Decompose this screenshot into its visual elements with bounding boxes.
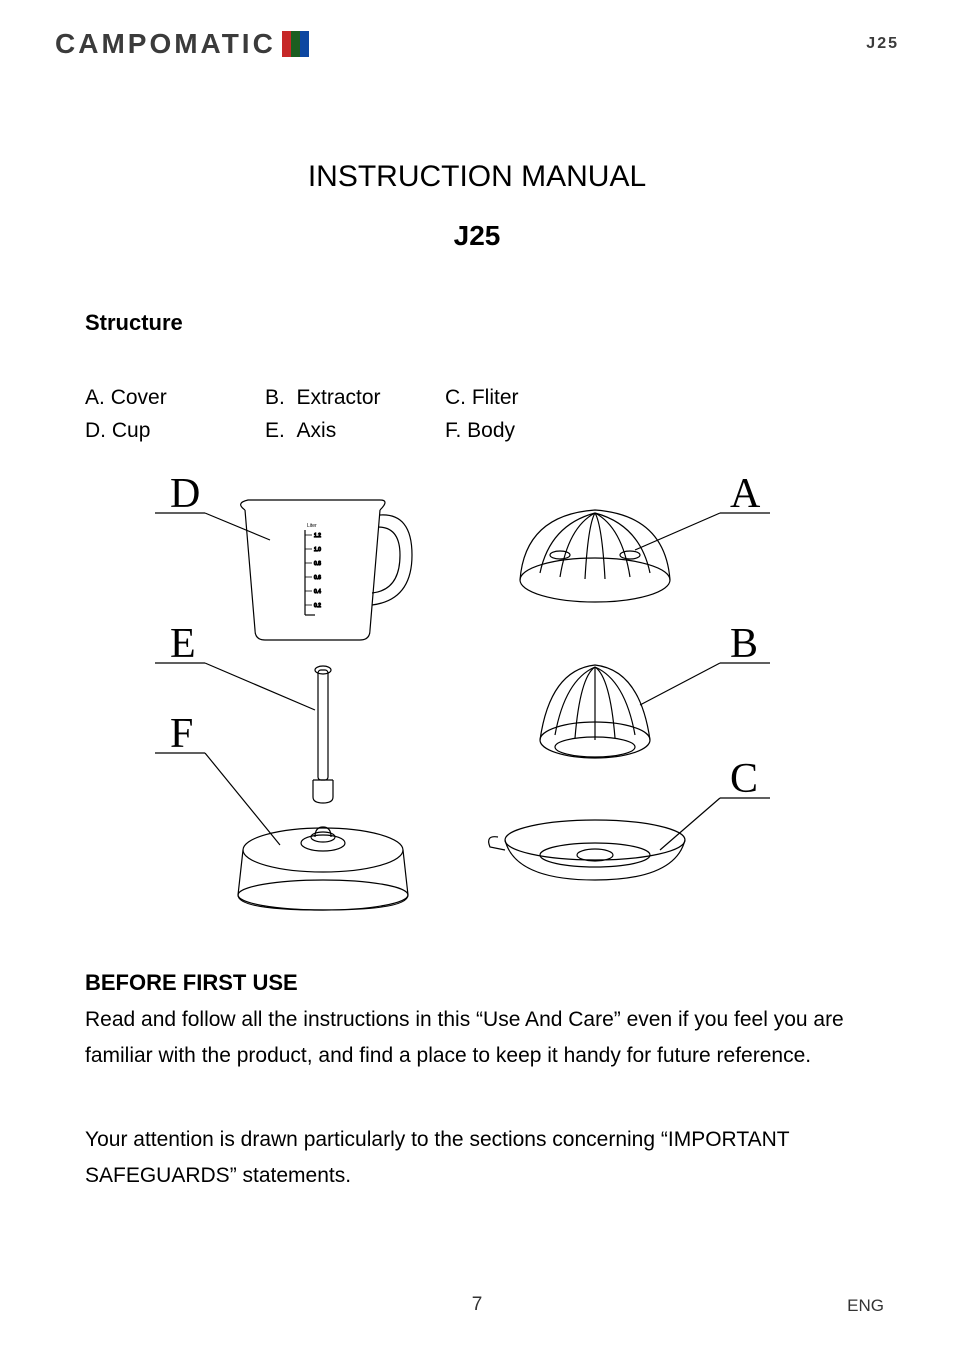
svg-text:0.2: 0.2 <box>314 603 321 609</box>
svg-text:1.0: 1.0 <box>314 547 321 553</box>
diagram-label-f: F <box>170 710 193 758</box>
page-number: 7 <box>0 1294 954 1316</box>
diagram-label-a: A <box>730 470 760 518</box>
diagram-label-e: E <box>170 620 196 668</box>
parts-row-2: D. Cup E. Axis F. Body <box>85 415 625 448</box>
parts-list: A. Cover B. Extractor C. Fliter D. Cup E… <box>85 382 625 447</box>
brand-text: CAMPOMATIC <box>55 28 276 60</box>
svg-text:0.6: 0.6 <box>314 575 321 581</box>
model-code-header: J25 <box>866 35 899 53</box>
svg-text:0.8: 0.8 <box>314 561 321 567</box>
brand-flag-icon <box>282 31 309 57</box>
part-c: C. Fliter <box>445 382 625 415</box>
parts-row-1: A. Cover B. Extractor C. Fliter <box>85 382 625 415</box>
part-e: E. Axis <box>265 415 445 448</box>
page-header: CAMPOMATIC J25 <box>55 28 899 60</box>
document-title: INSTRUCTION MANUAL <box>0 160 954 194</box>
part-f: F. Body <box>445 415 625 448</box>
svg-text:0.4: 0.4 <box>314 589 321 595</box>
diagram-label-b: B <box>730 620 758 668</box>
before-first-use-heading: BEFORE FIRST USE <box>85 970 298 996</box>
part-b: B. Extractor <box>265 382 445 415</box>
paragraph-1: Read and follow all the instructions in … <box>85 1002 869 1073</box>
diagram-label-d: D <box>170 470 200 518</box>
brand-logo: CAMPOMATIC <box>55 28 309 60</box>
model-heading: J25 <box>0 220 954 252</box>
cup-scale-title: Liter <box>307 523 317 529</box>
part-a: A. Cover <box>85 382 265 415</box>
diagram-svg: Liter 1.2 1.0 0.8 0.6 0.4 0.2 <box>140 455 790 935</box>
structure-heading: Structure <box>85 310 183 336</box>
paragraph-2: Your attention is drawn particularly to … <box>85 1122 869 1193</box>
language-code: ENG <box>847 1296 884 1316</box>
diagram-label-c: C <box>730 755 758 803</box>
part-d: D. Cup <box>85 415 265 448</box>
svg-text:1.2: 1.2 <box>314 533 321 539</box>
structure-diagram: D E F A B C <box>140 455 790 935</box>
